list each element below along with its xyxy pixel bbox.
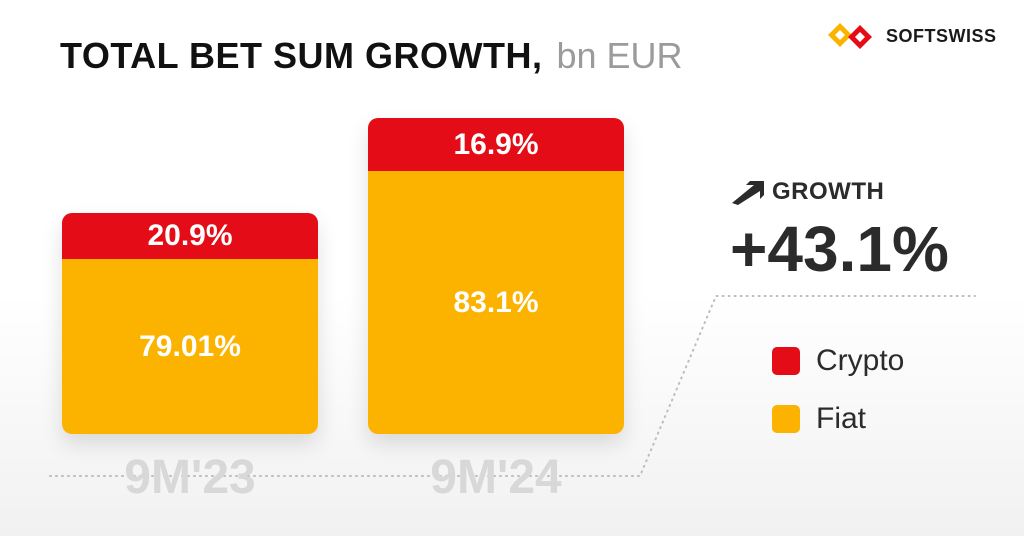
- bar-segment-fiat: 83.1%: [368, 171, 624, 434]
- legend: Crypto Fiat: [772, 344, 905, 462]
- growth-arrow-icon: [732, 181, 764, 205]
- bar-1: 20.9% 79.01%: [62, 213, 318, 434]
- legend-label-crypto: Crypto: [816, 344, 905, 377]
- title-main: TOTAL BET SUM GROWTH,: [60, 35, 543, 76]
- legend-item-fiat: Fiat: [772, 402, 904, 435]
- data-label-fiat: 79.01%: [139, 329, 241, 363]
- bar-segment-crypto: 16.9%: [368, 118, 624, 171]
- title-unit: bn EUR: [556, 35, 683, 76]
- growth-value: +43.1%: [730, 213, 949, 285]
- x-tick-label: 9M'24: [430, 451, 562, 504]
- data-label-crypto: 20.9%: [147, 219, 233, 252]
- growth-header: GROWTH: [730, 178, 884, 206]
- legend-swatch-fiat: [772, 405, 800, 433]
- bar-segment-crypto: 20.9%: [62, 213, 318, 259]
- data-label-fiat: 83.1%: [453, 285, 539, 319]
- x-tick-label: 9M'23: [124, 451, 256, 504]
- data-label-crypto: 16.9%: [453, 127, 539, 161]
- growth-label: GROWTH: [772, 178, 885, 205]
- legend-item-crypto: Crypto: [772, 344, 905, 377]
- chart-title: TOTAL BET SUM GROWTH, bn EUR: [60, 36, 683, 76]
- legend-label-fiat: Fiat: [816, 402, 867, 435]
- bar-2: 16.9% 83.1%: [368, 118, 624, 434]
- logo-text: SOFTSWISS: [886, 25, 997, 46]
- softswiss-logo-icon: [828, 23, 872, 49]
- softswiss-logo: SOFTSWISS: [826, 20, 997, 52]
- bar-segment-fiat: 79.01%: [62, 259, 318, 434]
- legend-swatch-crypto: [772, 347, 800, 375]
